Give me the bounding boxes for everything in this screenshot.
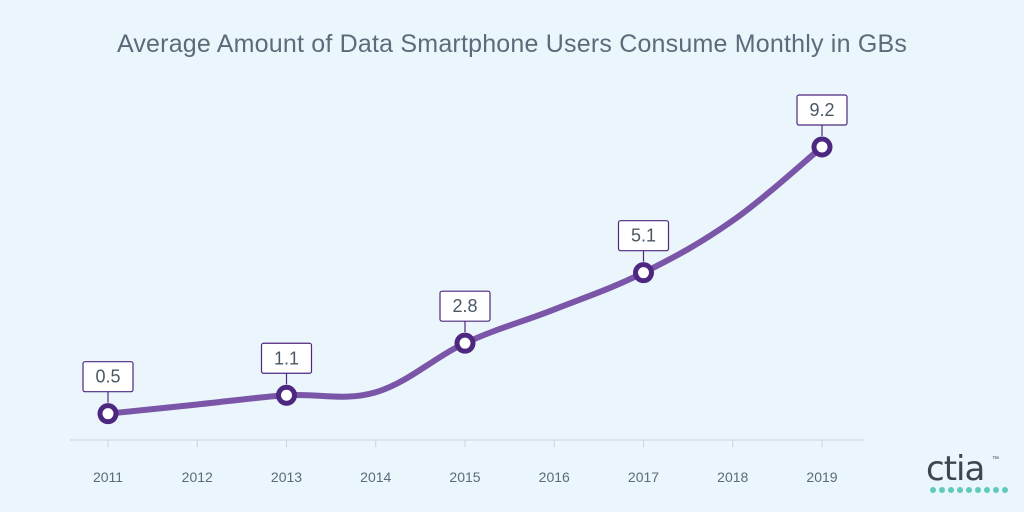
- ctia-logo: ctia ™: [926, 449, 1008, 496]
- label-box-2013: [260, 342, 313, 374]
- logo-text: ctia: [926, 449, 985, 489]
- data-label-2017: 5.1: [631, 226, 656, 246]
- x-tick-label-2011: 2011: [93, 469, 123, 485]
- data-markers: [97, 136, 833, 425]
- data-label-2013: 1.1: [274, 348, 299, 368]
- data-point-2019: [811, 136, 833, 158]
- data-point-2013: [276, 384, 297, 406]
- data-point-2011: [97, 403, 119, 425]
- data-point-2017: [633, 262, 654, 284]
- series-line: [105, 144, 825, 417]
- x-tick-label-2014: 2014: [360, 469, 391, 485]
- label-box-2019: [796, 94, 848, 126]
- label-box-2011: [82, 361, 134, 393]
- x-tick-label-2019: 2019: [806, 469, 837, 485]
- logo-trademark: ™: [992, 456, 999, 463]
- data-label-2015: 2.8: [452, 296, 477, 316]
- x-tick-label-2018: 2018: [717, 469, 748, 485]
- x-tick-label-2013: 2013: [271, 469, 302, 485]
- data-point-2015: [454, 332, 476, 354]
- label-box-2017: [617, 220, 670, 252]
- x-tick-label-2015: 2015: [449, 469, 480, 485]
- series-line-group: [105, 144, 825, 417]
- x-axis: 2011 2012 2013 2014 2015 2016 2017 2018 2019: [70, 439, 864, 485]
- chart-title: Average Amount of Data Smartphone Users …: [116, 30, 908, 58]
- data-label-2011: 0.5: [95, 367, 120, 387]
- logo-dots: [930, 487, 1008, 493]
- x-tick-label-2017: 2017: [628, 469, 659, 485]
- x-tick-label-2012: 2012: [182, 469, 213, 485]
- data-labels: 0.5 1.1 2.8 5.1 9.2: [82, 94, 848, 403]
- data-label-2019: 9.2: [809, 100, 834, 120]
- x-tick-label-2016: 2016: [539, 469, 570, 485]
- label-box-2015: [439, 290, 491, 322]
